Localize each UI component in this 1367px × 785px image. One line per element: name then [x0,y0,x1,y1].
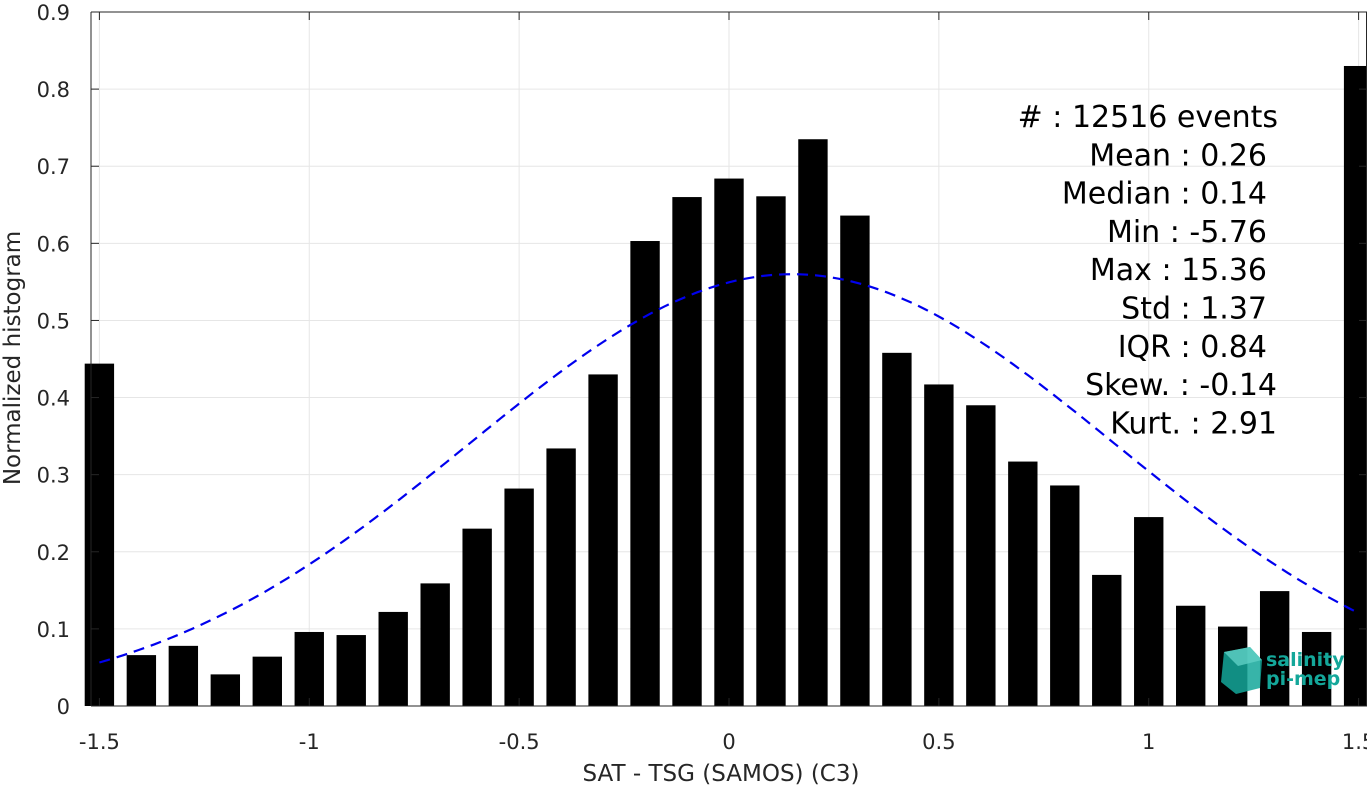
histogram-bar [546,448,576,706]
stat-line: IQR : 0.84 [1118,330,1267,365]
stat-line: Median : 0.14 [1062,177,1267,212]
histogram-bar [588,374,618,706]
y-tick-label: 0.3 [37,464,70,488]
stat-line: Max : 15.36 [1090,253,1267,288]
stat-line: Kurt. : 2.91 [1110,406,1277,441]
histogram-bar [420,583,450,706]
histogram-bar [1301,631,1332,706]
histogram-bar [924,384,954,706]
histogram-bar [1092,574,1122,706]
y-tick-label: 0.6 [37,232,70,256]
histogram-bar [798,139,828,706]
histogram-bar [1343,65,1367,706]
histogram-bar [672,197,702,707]
histogram-bar [378,611,408,706]
histogram-bar [84,363,115,706]
y-tick-label: 0.1 [37,618,70,642]
y-tick-label: 0.8 [37,78,70,102]
histogram-bar [126,655,157,706]
y-tick-label: 0.7 [37,155,70,179]
y-tick-label: 0.9 [37,1,70,25]
histogram-bar [1259,591,1290,706]
histogram-bar [462,528,492,706]
stat-line: Mean : 0.26 [1089,138,1267,173]
histogram-bar [630,241,660,706]
salinity-pi-mep-logo: salinity pi-mep [1221,647,1345,694]
stat-line: Std : 1.37 [1121,292,1267,327]
histogram-bar [714,178,744,706]
y-tick-label: 0 [57,695,70,719]
x-tick-label: -0.5 [499,730,540,754]
x-axis-label: SAT - TSG (SAMOS) (C3) [583,761,860,785]
histogram-bar [1008,461,1038,706]
histogram-bar [210,674,241,706]
histogram-bar [1176,605,1206,706]
x-tick-label: -1.5 [79,730,120,754]
stat-line: Skew. : -0.14 [1085,368,1277,403]
histogram-bar [1134,517,1164,706]
histogram-bar [882,352,912,706]
stat-line: Min : -5.76 [1107,215,1267,250]
x-tick-label: 0 [722,730,735,754]
y-tick-label: 0.2 [37,541,70,565]
histogram-bar [966,405,996,706]
bars-group [84,65,1367,707]
histogram-bar [1050,485,1080,706]
logo-text-line2: pi-mep [1266,668,1340,690]
histogram-bar [252,656,282,706]
histogram-bar [840,215,870,706]
x-tick-label: 1.5 [1342,730,1367,754]
y-tick-label: 0.4 [37,387,70,411]
y-tick-labels: 0 0.1 0.2 0.3 0.4 0.5 0.6 0.7 0.8 0.9 [37,1,70,719]
y-axis-label: Normalized histogram [0,231,26,485]
x-tick-label: 0.5 [922,730,955,754]
x-tick-label: 1 [1142,730,1155,754]
x-tick-labels: -1.5 -1 -0.5 0 0.5 1 1.5 [79,730,1367,754]
gaussian-fit-curve [99,273,1360,664]
logo-text-line1: salinity [1266,649,1345,671]
histogram-bar [168,645,199,706]
logo-cube-face-icon [1224,647,1262,666]
histogram-bar [756,196,786,706]
stat-line: # : 12516 events [1018,100,1278,135]
histogram-bar [294,631,324,706]
histogram-bar [504,488,534,706]
histogram-bar [336,635,366,706]
y-tick-label: 0.5 [37,309,70,333]
x-tick-label: -1 [299,730,320,754]
